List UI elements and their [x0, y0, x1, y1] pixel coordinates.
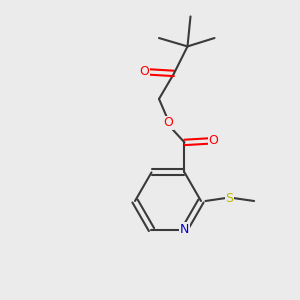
- Text: N: N: [180, 223, 189, 236]
- Text: S: S: [226, 191, 233, 205]
- Text: O: O: [209, 134, 218, 147]
- Text: O: O: [139, 65, 149, 78]
- Text: O: O: [163, 116, 173, 129]
